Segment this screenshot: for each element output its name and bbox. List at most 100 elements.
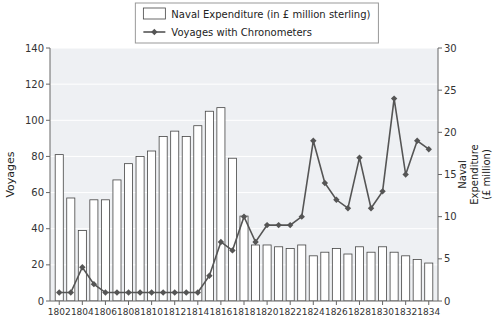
marker bbox=[125, 289, 131, 295]
grid-line bbox=[50, 156, 438, 157]
grid-line bbox=[50, 48, 438, 49]
tick-label: 120 bbox=[25, 79, 44, 90]
bar bbox=[78, 231, 86, 301]
bar bbox=[228, 158, 236, 301]
tick-mark bbox=[405, 301, 406, 305]
y-axis bbox=[50, 48, 51, 301]
plot-area bbox=[55, 95, 433, 301]
tick-mark bbox=[244, 301, 245, 305]
bar bbox=[425, 263, 433, 301]
bar bbox=[275, 247, 283, 301]
bar bbox=[402, 256, 410, 301]
tick-label: 1808 bbox=[117, 307, 140, 317]
axis-label: Voyages bbox=[4, 151, 17, 197]
marker bbox=[299, 213, 305, 219]
grid-line bbox=[50, 301, 438, 302]
tick-label: 0 bbox=[38, 296, 44, 307]
marker bbox=[183, 289, 189, 295]
tick-label: 1832 bbox=[394, 307, 417, 317]
grid-line bbox=[50, 84, 438, 85]
bar bbox=[217, 108, 225, 301]
tick-mark bbox=[220, 301, 221, 305]
bar bbox=[55, 155, 63, 301]
tick-mark bbox=[438, 174, 442, 175]
bar bbox=[252, 245, 260, 301]
tick-label: 0 bbox=[444, 296, 450, 307]
tick-mark bbox=[46, 301, 50, 302]
tick-mark bbox=[197, 301, 198, 305]
y2-axis bbox=[438, 48, 439, 301]
bar bbox=[286, 249, 294, 301]
bar bbox=[298, 245, 306, 301]
tick-label: 1824 bbox=[302, 307, 325, 317]
tick-mark bbox=[438, 48, 442, 49]
marker bbox=[310, 138, 316, 144]
tick-mark bbox=[359, 301, 360, 305]
bar bbox=[194, 126, 202, 301]
marker bbox=[56, 289, 62, 295]
marker bbox=[241, 213, 247, 219]
tick-label: 1810 bbox=[140, 307, 163, 317]
tick-label: 15 bbox=[444, 169, 457, 180]
tick-label: 80 bbox=[31, 151, 44, 162]
tick-label: 1834 bbox=[417, 307, 440, 317]
tick-label: 30 bbox=[444, 43, 457, 54]
marker bbox=[229, 247, 235, 253]
tick-mark bbox=[46, 264, 50, 265]
bar bbox=[344, 254, 352, 301]
legend-swatch bbox=[143, 8, 165, 19]
tick-mark bbox=[46, 192, 50, 193]
tick-mark bbox=[174, 301, 175, 305]
tick-label: 20 bbox=[444, 127, 457, 138]
tick-label: 100 bbox=[25, 115, 44, 126]
tick-label: 25 bbox=[444, 85, 457, 96]
marker bbox=[287, 222, 293, 228]
marker bbox=[172, 289, 178, 295]
tick-mark bbox=[438, 132, 442, 133]
bar bbox=[309, 256, 317, 301]
marker bbox=[114, 289, 120, 295]
tick-mark bbox=[438, 216, 442, 217]
tick-label: 1828 bbox=[348, 307, 371, 317]
tick-label: 10 bbox=[444, 211, 457, 222]
marker bbox=[414, 138, 420, 144]
tick-mark bbox=[428, 301, 429, 305]
marker bbox=[195, 289, 201, 295]
marker bbox=[79, 264, 85, 270]
legend-label: Voyages with Chronometers bbox=[171, 27, 312, 38]
bar bbox=[171, 131, 179, 301]
tick-label: 5 bbox=[444, 253, 450, 264]
marker bbox=[218, 239, 224, 245]
marker bbox=[275, 222, 281, 228]
grid-line bbox=[50, 120, 438, 121]
marker bbox=[206, 273, 212, 279]
tick-label: 1822 bbox=[279, 307, 302, 317]
tick-mark bbox=[313, 301, 314, 305]
tick-mark bbox=[438, 90, 442, 91]
tick-mark bbox=[128, 301, 129, 305]
marker bbox=[137, 289, 143, 295]
bar bbox=[113, 180, 121, 301]
bar bbox=[240, 216, 248, 301]
line bbox=[59, 99, 429, 293]
tick-label: 40 bbox=[31, 223, 44, 234]
tick-label: 60 bbox=[31, 187, 44, 198]
tick-mark bbox=[46, 156, 50, 157]
marker bbox=[160, 289, 166, 295]
bar bbox=[124, 164, 132, 301]
marker bbox=[345, 205, 351, 211]
tick-mark bbox=[267, 301, 268, 305]
bar bbox=[355, 247, 363, 301]
marker bbox=[68, 289, 74, 295]
legend-frame bbox=[135, 3, 378, 43]
tick-mark bbox=[82, 301, 83, 305]
tick-mark bbox=[151, 301, 152, 305]
tick-label: 20 bbox=[31, 259, 44, 270]
tick-mark bbox=[336, 301, 337, 305]
plot-background bbox=[50, 48, 438, 301]
bar bbox=[263, 245, 271, 301]
x-axis bbox=[50, 301, 438, 302]
tick-label: 1812 bbox=[163, 307, 186, 317]
marker bbox=[333, 197, 339, 203]
marker bbox=[379, 188, 385, 194]
